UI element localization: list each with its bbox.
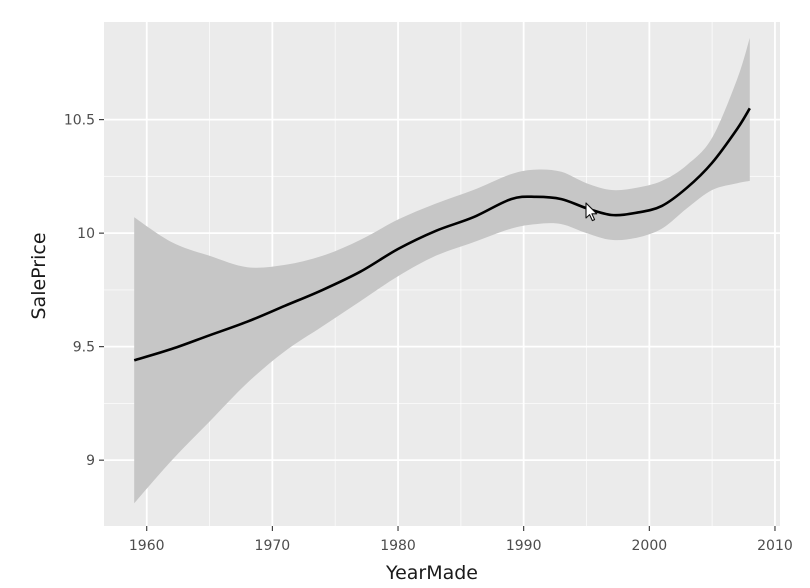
y-axis-title: SalePrice xyxy=(28,232,50,319)
x-tick-label: 1970 xyxy=(255,538,291,554)
x-tick-label: 1960 xyxy=(129,538,165,554)
y-tick-label: 9.5 xyxy=(73,340,95,356)
confidence-band xyxy=(134,37,750,504)
cursor-icon xyxy=(585,202,598,222)
y-tick-label: 9 xyxy=(86,453,95,469)
x-axis: 1960 1970 1980 1990 2000 2010 xyxy=(129,526,793,554)
y-axis: 9 9.5 10 10.5 xyxy=(64,113,104,469)
y-tick-label: 10 xyxy=(77,226,95,242)
x-axis-title: YearMade xyxy=(385,562,478,584)
x-tick-label: 1980 xyxy=(380,538,416,554)
x-tick-label: 2000 xyxy=(632,538,668,554)
x-tick-label: 1990 xyxy=(506,538,542,554)
series-line xyxy=(133,107,751,362)
y-tick-label: 10.5 xyxy=(64,113,95,129)
x-tick-label: 2010 xyxy=(757,538,793,554)
